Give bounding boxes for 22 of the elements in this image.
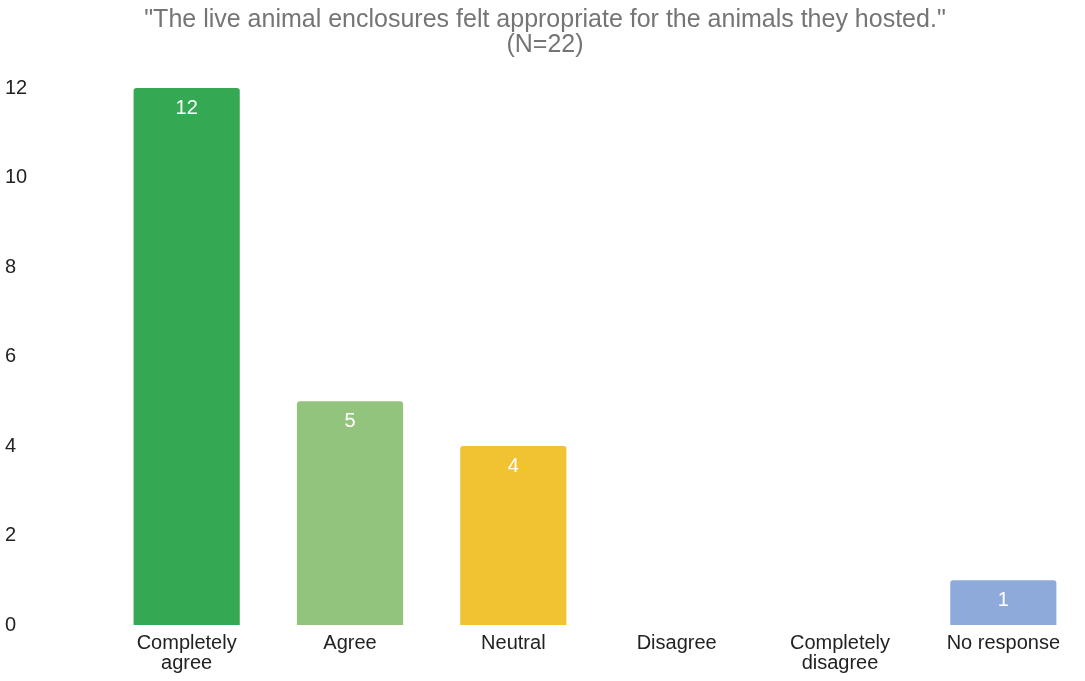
y-tick-label: 6 [5, 344, 17, 367]
data-label: 5 [344, 408, 356, 431]
bar [296, 401, 404, 625]
x-tick-label: Completely agree [136, 630, 237, 673]
x-tick-label: Neutral [481, 630, 546, 653]
y-tick-label: 12 [5, 75, 28, 98]
y-tick-label: 10 [5, 165, 28, 188]
data-label: 1 [997, 587, 1009, 610]
chart-title: "The live animal enclosures felt appropriate for the animals they hosted." (N=22) [144, 4, 946, 58]
y-tick-label: 0 [5, 612, 17, 635]
bar [950, 580, 1057, 625]
y-tick-label: 2 [5, 523, 17, 546]
data-label: 4 [507, 453, 519, 476]
x-tick-label: Agree [323, 630, 377, 653]
data-label: 12 [175, 95, 198, 118]
x-tick-label: Completely disagree [789, 630, 891, 673]
bar [460, 446, 567, 625]
x-tick-label: No response [946, 630, 1061, 653]
x-tick-label: Disagree [636, 630, 717, 653]
y-tick-label: 4 [5, 433, 17, 456]
bar [133, 88, 240, 625]
y-tick-label: 8 [5, 254, 17, 277]
